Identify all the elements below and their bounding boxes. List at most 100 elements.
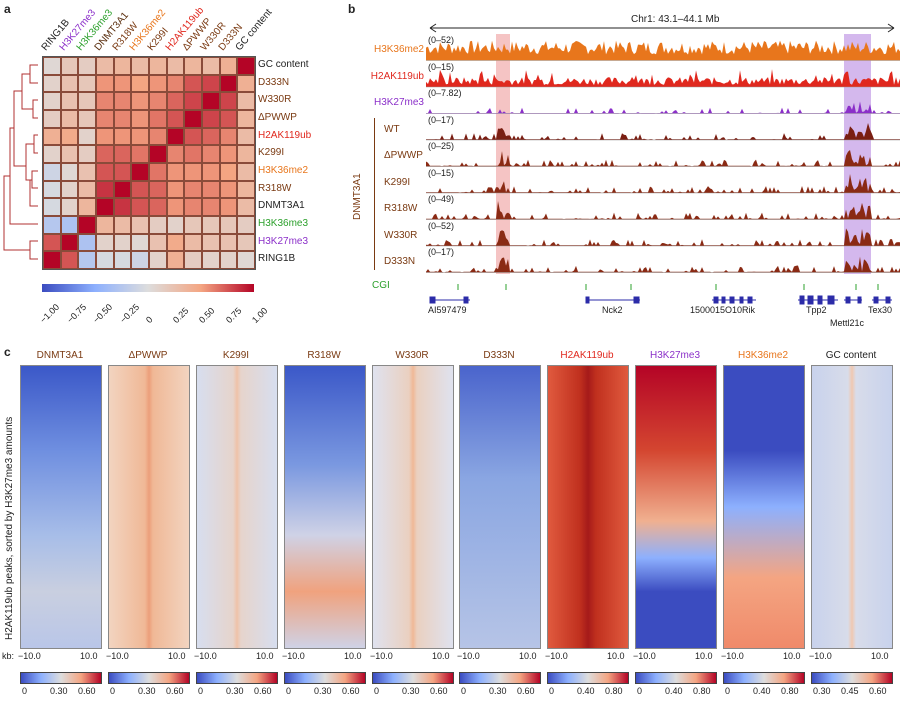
corr-cell-4-5 [131,127,149,146]
corr-cell-5-4 [113,145,132,163]
corr-cell-8-0 [43,198,61,216]
track-range: (0–15) [428,61,455,72]
gene-label-5: Mettl21c [830,318,865,328]
panel-a-letter: a [4,2,11,16]
corr-cell-10-2 [78,233,96,252]
heatmap-colorbar-tick: 0.30 [50,686,68,696]
profile-heatmap [459,365,541,649]
corr-cell-6-4 [113,162,132,181]
corr-cell-6-3 [95,162,114,181]
corr-cell-6-0 [43,162,61,181]
profile-heatmap [108,365,190,649]
corr-cell-2-7 [166,92,185,110]
region-arrow [429,23,895,33]
heatmap-colorbar [547,672,629,684]
corr-cell-7-11 [237,180,255,199]
heatmap-title: H2AK119ub [560,350,614,361]
corr-cell-2-0 [43,92,61,110]
corr-cell-7-0 [43,180,61,199]
track-range: (0–49) [428,194,455,204]
heatmap-xtick: −10.0 [370,651,393,661]
corr-cell-2-6 [148,92,167,110]
heatmap-colorbar-tick: 0.40 [665,686,683,696]
row-label: H3K27me3 [258,235,309,247]
corr-cell-2-9 [201,92,220,110]
corr-cell-11-11 [237,251,255,269]
corr-cell-3-3 [95,109,114,128]
corr-cell-8-3 [95,198,114,216]
corr-cell-6-10 [219,162,238,181]
corr-cell-4-4 [113,127,132,146]
track-label: R318W [384,203,418,214]
corr-cell-1-11 [237,74,255,93]
corr-cell-3-10 [219,109,238,128]
corr-cell-0-2 [78,57,96,75]
track-label: H3K36me2 [373,44,424,55]
corr-cell-9-2 [78,215,96,234]
corr-cell-11-5 [131,251,149,269]
corr-cell-9-0 [43,215,61,234]
heatmap-xtick: −10.0 [721,651,744,661]
corr-cell-11-8 [184,251,202,269]
heatmap-colorbar-tick: 0 [374,686,380,696]
profile-heatmap [723,365,805,649]
heatmap-colorbar-tick: 0 [637,686,643,696]
heatmap-xtick: 10.0 [695,651,713,661]
track-range: (0–52) [428,220,455,231]
heatmap-xtick: 10.0 [80,651,98,661]
corr-cell-11-2 [78,251,96,269]
heatmap-colorbar-tick: 0.60 [517,686,535,696]
corr-cell-6-2 [78,162,96,181]
gene-label-3: 1500015O10Rik [690,305,756,315]
heatmap-colorbar-tick: 0.80 [693,686,711,696]
corr-cell-5-5 [131,145,149,163]
corr-cell-9-7 [166,215,185,234]
corr-cell-7-10 [219,180,238,199]
corr-cell-1-6 [148,74,167,93]
corr-cell-1-7 [166,74,185,93]
heatmap-xtick: 10.0 [607,651,625,661]
corr-cell-4-7 [166,127,185,146]
track-label: W330R [384,229,418,241]
track-label: D333N [384,256,416,267]
colorbar-tick: −0.25 [117,301,141,326]
track-signal [426,69,900,87]
corr-cell-7-5 [131,180,149,199]
heatmap-title: K299I [222,350,250,361]
corr-cell-3-9 [201,109,220,128]
corr-cell-7-2 [78,180,96,199]
track-signal [426,149,900,167]
corr-cell-9-3 [95,215,114,234]
corr-cell-1-3 [95,74,114,93]
heatmap-title: R318W [307,350,341,361]
corr-cell-7-1 [60,180,79,199]
corr-cell-9-5 [131,215,149,234]
corr-cell-5-7 [166,145,185,163]
track-signal [426,101,900,114]
corr-cell-10-5 [131,233,149,252]
corr-cell-3-0 [43,109,61,128]
corr-cell-0-1 [60,57,79,75]
corr-cell-6-9 [201,162,220,181]
heatmap-colorbar [459,672,541,684]
corr-cell-6-5 [131,162,149,181]
signal-track [426,174,900,194]
dendrogram [3,64,38,260]
corr-cell-8-9 [201,198,220,216]
track-signal [426,40,900,61]
corr-cell-6-1 [60,162,79,181]
heatmap-colorbar-tick: 0.80 [605,686,623,696]
corr-cell-7-6 [148,180,167,199]
heatmap-colorbar-tick: 0.45 [841,686,859,696]
heatmap-colorbar-tick: 0 [725,686,731,696]
colorbar-tick: 0.50 [197,305,217,326]
corr-cell-5-6 [148,145,167,163]
corr-cell-2-5 [131,92,149,110]
heatmap-xtick: −10.0 [106,651,129,661]
heatmap-xtick: 10.0 [871,651,889,661]
corr-cell-8-11 [237,198,255,216]
gene-label-2: Nck2 [602,305,623,315]
corr-cell-2-4 [113,92,132,110]
heatmap-colorbar-tick: 0.40 [753,686,771,696]
corr-cell-1-0 [43,74,61,93]
